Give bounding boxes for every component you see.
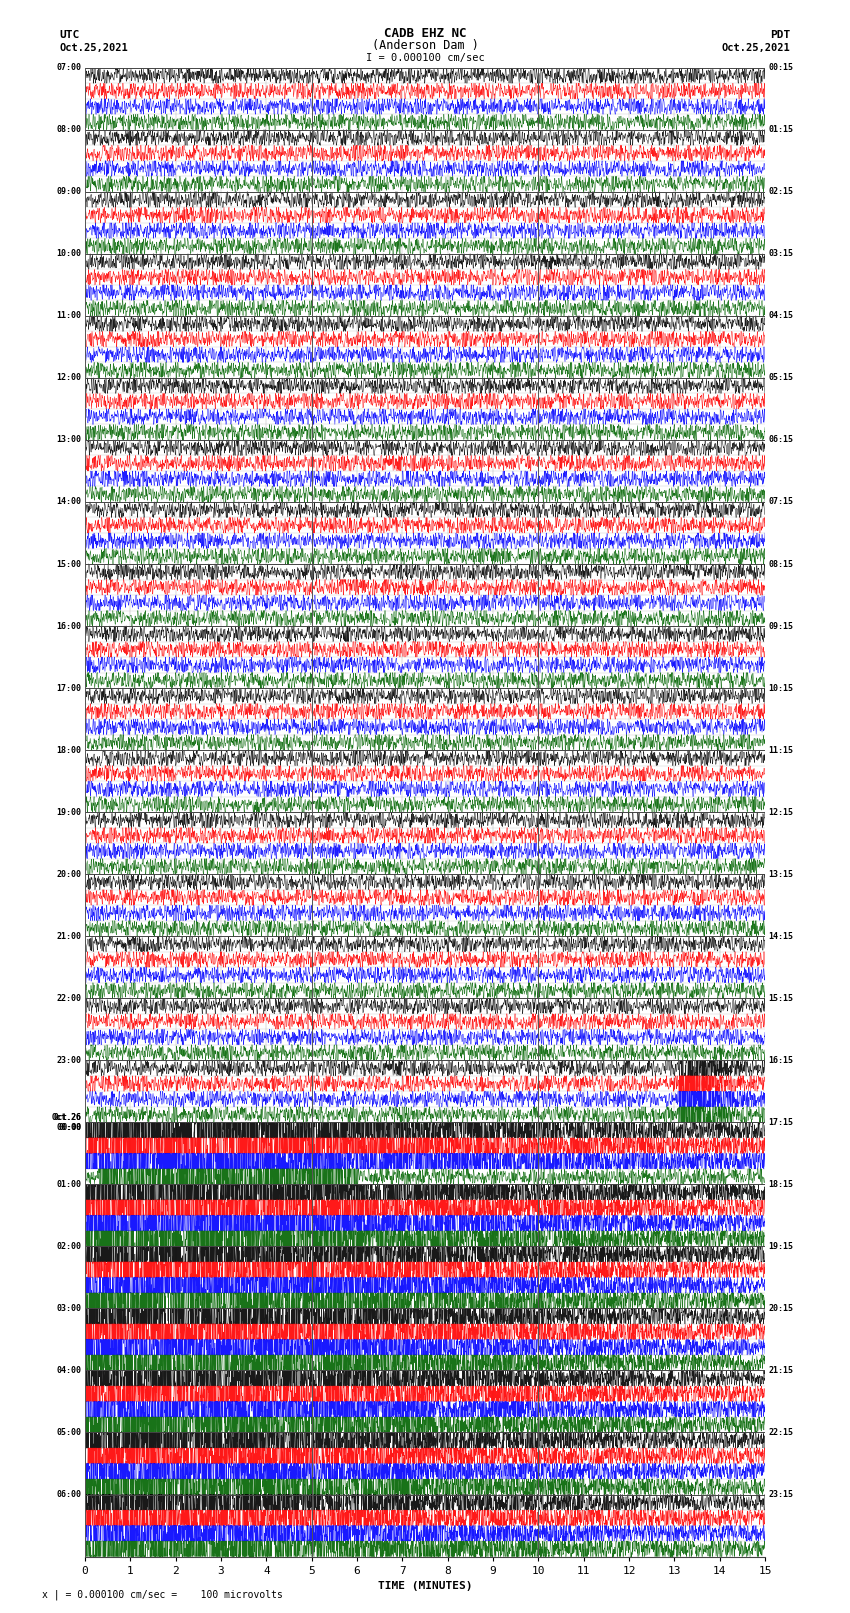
Text: 22:00: 22:00 bbox=[57, 994, 82, 1003]
Text: 21:00: 21:00 bbox=[57, 932, 82, 940]
Text: 16:15: 16:15 bbox=[768, 1057, 793, 1065]
Text: 12:00: 12:00 bbox=[57, 374, 82, 382]
Text: 23:00: 23:00 bbox=[57, 1057, 82, 1065]
Text: 18:15: 18:15 bbox=[768, 1179, 793, 1189]
Text: 11:00: 11:00 bbox=[57, 311, 82, 321]
Text: 23:15: 23:15 bbox=[768, 1490, 793, 1498]
Text: (Anderson Dam ): (Anderson Dam ) bbox=[371, 39, 479, 52]
Text: 14:00: 14:00 bbox=[57, 497, 82, 506]
Text: 07:00: 07:00 bbox=[57, 63, 82, 73]
Text: 04:00: 04:00 bbox=[57, 1366, 82, 1374]
Text: 13:15: 13:15 bbox=[768, 869, 793, 879]
Text: 05:00: 05:00 bbox=[57, 1428, 82, 1437]
Text: 06:15: 06:15 bbox=[768, 436, 793, 445]
Text: 01:15: 01:15 bbox=[768, 126, 793, 134]
Text: 15:00: 15:00 bbox=[57, 560, 82, 568]
Text: 09:15: 09:15 bbox=[768, 621, 793, 631]
Text: 03:15: 03:15 bbox=[768, 250, 793, 258]
Text: 11:15: 11:15 bbox=[768, 745, 793, 755]
Text: Oct.25,2021: Oct.25,2021 bbox=[60, 44, 128, 53]
Text: 05:15: 05:15 bbox=[768, 374, 793, 382]
Text: 20:15: 20:15 bbox=[768, 1303, 793, 1313]
Text: 19:15: 19:15 bbox=[768, 1242, 793, 1250]
Text: 21:15: 21:15 bbox=[768, 1366, 793, 1374]
Text: 04:15: 04:15 bbox=[768, 311, 793, 321]
Text: 17:00: 17:00 bbox=[57, 684, 82, 692]
Text: 02:15: 02:15 bbox=[768, 187, 793, 197]
Text: 01:00: 01:00 bbox=[57, 1179, 82, 1189]
Text: 13:00: 13:00 bbox=[57, 436, 82, 445]
Text: 02:00: 02:00 bbox=[57, 1242, 82, 1250]
Text: CADB EHZ NC: CADB EHZ NC bbox=[383, 27, 467, 40]
Text: 16:00: 16:00 bbox=[57, 621, 82, 631]
X-axis label: TIME (MINUTES): TIME (MINUTES) bbox=[377, 1581, 473, 1590]
Text: 20:00: 20:00 bbox=[57, 869, 82, 879]
Text: 03:00: 03:00 bbox=[57, 1303, 82, 1313]
Text: 07:15: 07:15 bbox=[768, 497, 793, 506]
Text: 15:15: 15:15 bbox=[768, 994, 793, 1003]
Text: 14:15: 14:15 bbox=[768, 932, 793, 940]
Text: 00:15: 00:15 bbox=[768, 63, 793, 73]
Text: 08:15: 08:15 bbox=[768, 560, 793, 568]
Text: 22:15: 22:15 bbox=[768, 1428, 793, 1437]
Text: 19:00: 19:00 bbox=[57, 808, 82, 816]
Text: 17:15: 17:15 bbox=[768, 1118, 793, 1127]
Text: 12:15: 12:15 bbox=[768, 808, 793, 816]
Text: 09:00: 09:00 bbox=[57, 187, 82, 197]
Text: Oct.25,2021: Oct.25,2021 bbox=[722, 44, 790, 53]
Text: UTC: UTC bbox=[60, 31, 80, 40]
Text: 10:00: 10:00 bbox=[57, 250, 82, 258]
Text: 06:00: 06:00 bbox=[57, 1490, 82, 1498]
Text: 10:15: 10:15 bbox=[768, 684, 793, 692]
Text: Oct.26
00:00: Oct.26 00:00 bbox=[54, 1113, 82, 1132]
Text: 08:00: 08:00 bbox=[57, 126, 82, 134]
Text: I = 0.000100 cm/sec: I = 0.000100 cm/sec bbox=[366, 53, 484, 63]
Text: 18:00: 18:00 bbox=[57, 745, 82, 755]
Text: PDT: PDT bbox=[770, 31, 790, 40]
Text: Oct.26
00:00: Oct.26 00:00 bbox=[52, 1113, 82, 1132]
Text: x | = 0.000100 cm/sec =    100 microvolts: x | = 0.000100 cm/sec = 100 microvolts bbox=[42, 1589, 283, 1600]
